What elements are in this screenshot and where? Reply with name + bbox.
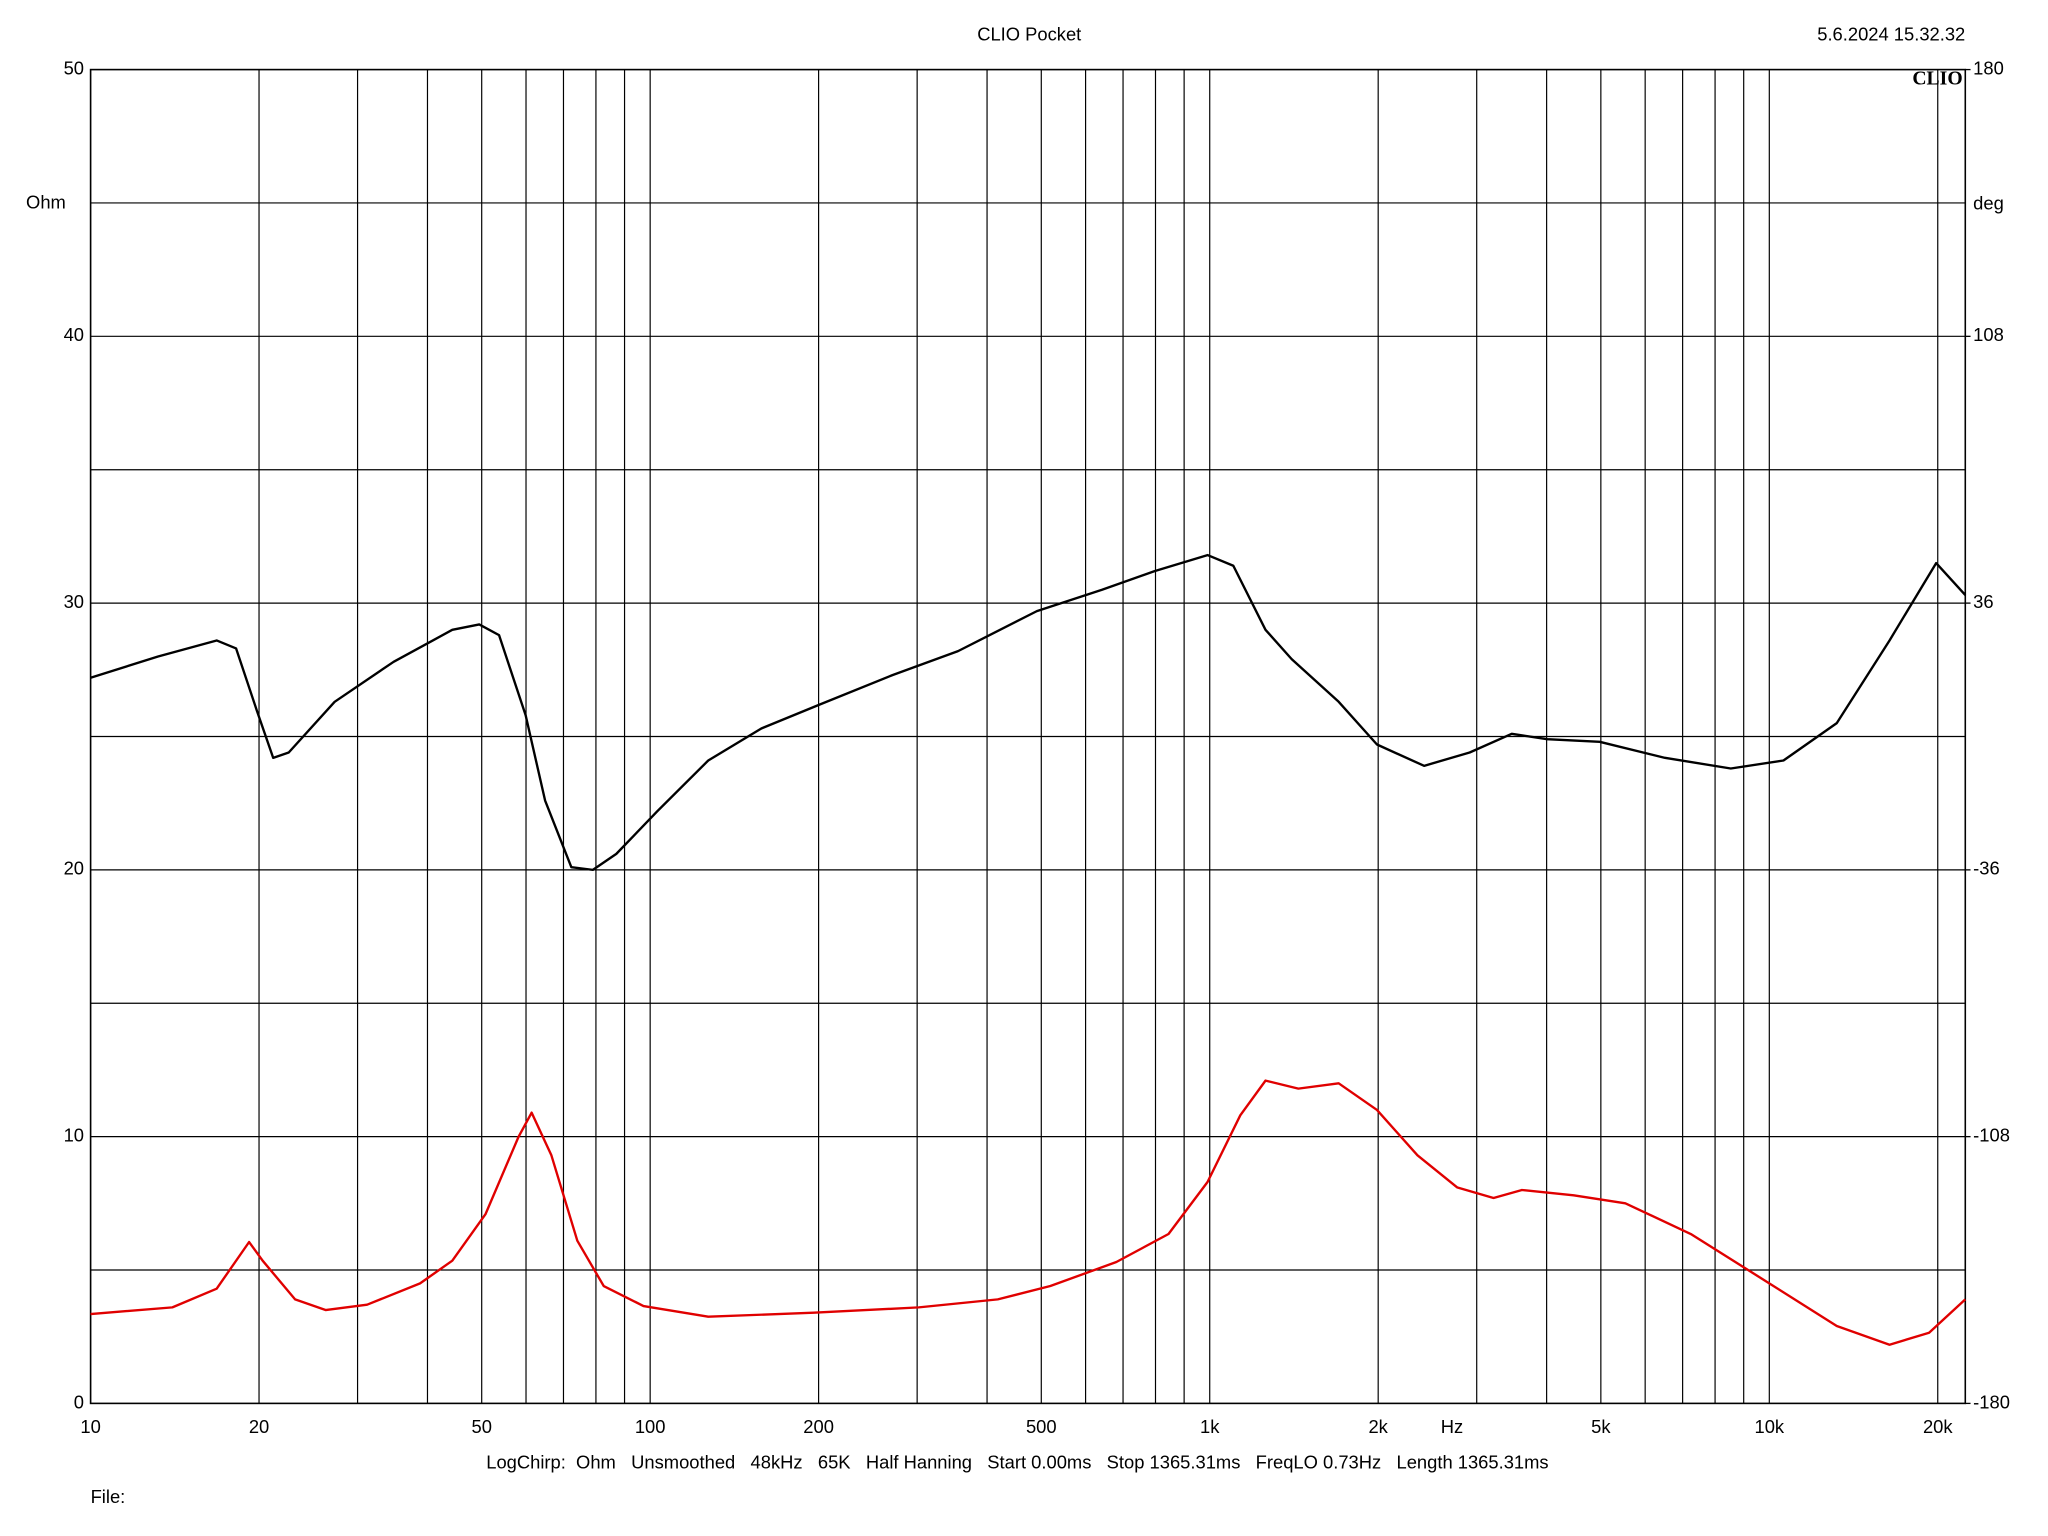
timestamp: 5.6.2024 15.32.32 [1817,23,1965,44]
x-tick-label: 20 [249,1416,269,1437]
x-tick-label: 50 [471,1416,491,1437]
y2-tick-label: -180 [1973,1391,2010,1412]
y2-axis-label: deg [1973,193,2004,214]
data-line [90,1079,1967,1346]
data-line [90,553,1967,872]
y-tick-label: 30 [64,591,84,612]
footer: LogChirp: Ohm Unsmoothed 48kHz 65K Half … [486,1452,1548,1473]
y2-tick-label: 108 [1973,324,2004,345]
x-tick-label: 500 [1026,1416,1057,1437]
chart-title: CLIO Pocket [977,23,1081,44]
y-tick-label: 20 [64,858,84,879]
x-tick-label: 1k [1200,1416,1220,1437]
file-label: File: [91,1486,126,1507]
x-axis-label: Hz [1441,1416,1463,1437]
x-tick-label: 100 [635,1416,666,1437]
y-axis-label: Ohm [26,191,66,212]
x-tick-label: 10 [80,1416,100,1437]
y2-tick-label: -108 [1973,1124,2010,1145]
y-tick-label: 10 [64,1124,84,1145]
x-tick-label: 2k [1368,1416,1388,1437]
y2-tick-label: 36 [1973,591,1993,612]
x-tick-label: 5k [1591,1416,1611,1437]
y2-tick-label: -36 [1973,858,2000,879]
y-tick-label: 40 [64,324,84,345]
x-tick-label: 200 [803,1416,834,1437]
x-tick-label: 10k [1754,1416,1784,1437]
x-tick-label: 20k [1923,1416,1953,1437]
plot-frame [89,68,1967,1405]
y2-tick-label: 180 [1973,57,2004,78]
y-tick-label: 0 [74,1391,84,1412]
y-tick-label: 50 [64,57,84,78]
